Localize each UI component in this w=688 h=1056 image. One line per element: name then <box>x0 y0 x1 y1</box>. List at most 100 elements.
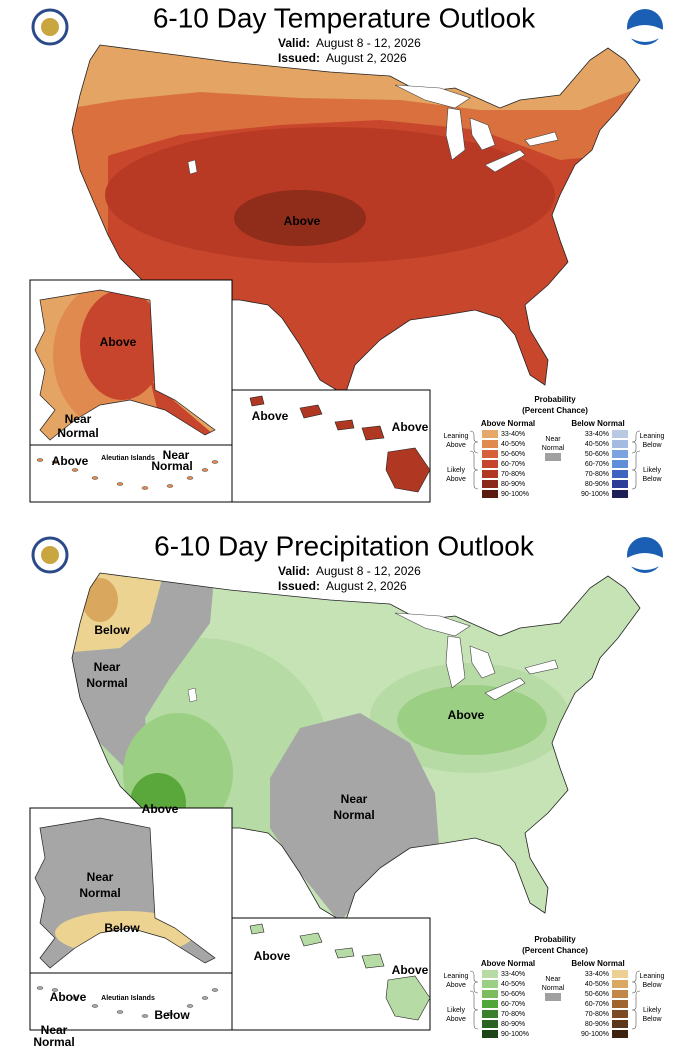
region-label: Below <box>104 921 140 935</box>
legend-swatch <box>612 440 628 448</box>
legend-swatch <box>612 450 628 458</box>
great-lake <box>484 677 526 701</box>
legend-range: 60-70% <box>585 1001 609 1008</box>
legend-range: 40-50% <box>501 441 525 448</box>
aleutian-inset <box>29 972 233 1031</box>
region-label: Above <box>100 335 137 349</box>
aleutian-island <box>71 468 79 472</box>
aleutian-island <box>116 1010 124 1014</box>
noaa-wave <box>627 553 663 570</box>
hawaii-island <box>299 404 323 419</box>
issued-date: August 2, 2026 <box>326 579 407 593</box>
great-lake <box>445 635 466 689</box>
legend-group-label: Above <box>446 442 466 449</box>
legend-group-label: Likely <box>643 467 661 474</box>
legend-swatch <box>612 990 628 998</box>
legend-group-label: Below <box>642 442 662 449</box>
legend-swatch <box>482 1000 498 1008</box>
legend-title: Probability <box>534 395 576 404</box>
great-lake <box>394 84 471 109</box>
legend-range: 80-90% <box>501 1021 525 1028</box>
us-fills <box>72 573 570 923</box>
legend-swatch <box>482 460 498 468</box>
hawaii-island <box>334 947 355 959</box>
issued-date: August 2, 2026 <box>326 51 407 65</box>
hawaii-island <box>249 923 265 935</box>
region-label: Above <box>254 949 291 963</box>
legend-swatch <box>482 990 498 998</box>
region-label: Above <box>50 990 87 1004</box>
legend-swatch <box>612 970 628 978</box>
legend-range: 50-60% <box>501 451 525 458</box>
us-fills <box>72 45 640 270</box>
legend-range: 80-90% <box>585 1021 609 1028</box>
region-label: Near <box>341 792 368 806</box>
legend-range: 50-60% <box>585 451 609 458</box>
legend-group-label: Below <box>642 982 662 989</box>
legend-brace <box>469 990 479 1030</box>
region-label: Near <box>163 448 190 462</box>
aleutian-island <box>211 988 219 992</box>
legend-brace <box>631 990 641 1030</box>
zone <box>72 150 108 270</box>
aleutian-island <box>211 460 219 464</box>
legend-brace <box>469 970 479 994</box>
legend-swatch <box>482 1010 498 1018</box>
region-label: Normal <box>57 426 98 440</box>
legend-range: 40-50% <box>585 441 609 448</box>
legend-group-label: Leaning <box>444 973 469 980</box>
legend-swatch <box>612 430 628 438</box>
great-lake <box>524 131 559 147</box>
zone <box>82 578 118 622</box>
legend-swatch <box>482 970 498 978</box>
legend-range: 90-100% <box>501 491 529 498</box>
alaska-outline <box>34 817 216 969</box>
legend-brace <box>631 430 641 454</box>
valid-dates: August 8 - 12, 2026 <box>316 564 421 578</box>
region-label: Above <box>284 214 321 228</box>
legend-swatch <box>545 993 561 1001</box>
legend-group-label: Leaning <box>640 973 665 980</box>
aleutian-island <box>51 988 59 992</box>
zone <box>72 573 215 773</box>
hawaii-island <box>361 425 385 441</box>
legend-swatch <box>482 430 498 438</box>
aleutian-island <box>71 996 79 1000</box>
aleutian-island <box>186 1004 194 1008</box>
legend-swatch <box>612 980 628 988</box>
aleutian-inset <box>29 444 233 503</box>
region-label: Below <box>94 623 130 637</box>
legend-group-label: Likely <box>447 467 465 474</box>
legend-range: 40-50% <box>585 981 609 988</box>
legend-swatch <box>612 1000 628 1008</box>
doc-seal-inner <box>41 18 59 36</box>
salt-lake <box>187 159 198 175</box>
aleutian-island <box>141 1014 149 1018</box>
aleutian-island <box>116 482 124 486</box>
noaa-wave <box>627 25 663 42</box>
alaska-outline <box>34 289 216 441</box>
legend-swatch <box>612 490 628 498</box>
legend-group-label: Leaning <box>444 433 469 440</box>
legend-brace <box>631 970 641 994</box>
region-label: Normal <box>333 808 374 822</box>
legend-header: Below Normal <box>571 959 624 968</box>
aleutian-island <box>141 486 149 490</box>
legend-swatch <box>482 1020 498 1028</box>
legend-swatch <box>482 480 498 488</box>
legend-range: 90-100% <box>581 491 609 498</box>
legend-group-label: Above <box>446 982 466 989</box>
hawaii-island <box>361 953 385 969</box>
region-label: Above <box>252 409 289 423</box>
legend-swatch <box>545 453 561 461</box>
doc-seal-inner <box>41 546 59 564</box>
legend-header: Above Normal <box>481 419 535 428</box>
hawaii-island <box>385 447 431 493</box>
aleutian-island <box>36 986 44 990</box>
map-title: 6-10 Day Precipitation Outlook <box>154 530 535 561</box>
legend-range: 33-40% <box>501 971 525 978</box>
legend-brace <box>469 450 479 490</box>
map-title: 6-10 Day Temperature Outlook <box>153 2 536 33</box>
issued-label: Issued: <box>278 51 320 65</box>
valid-dates: August 8 - 12, 2026 <box>316 36 421 50</box>
